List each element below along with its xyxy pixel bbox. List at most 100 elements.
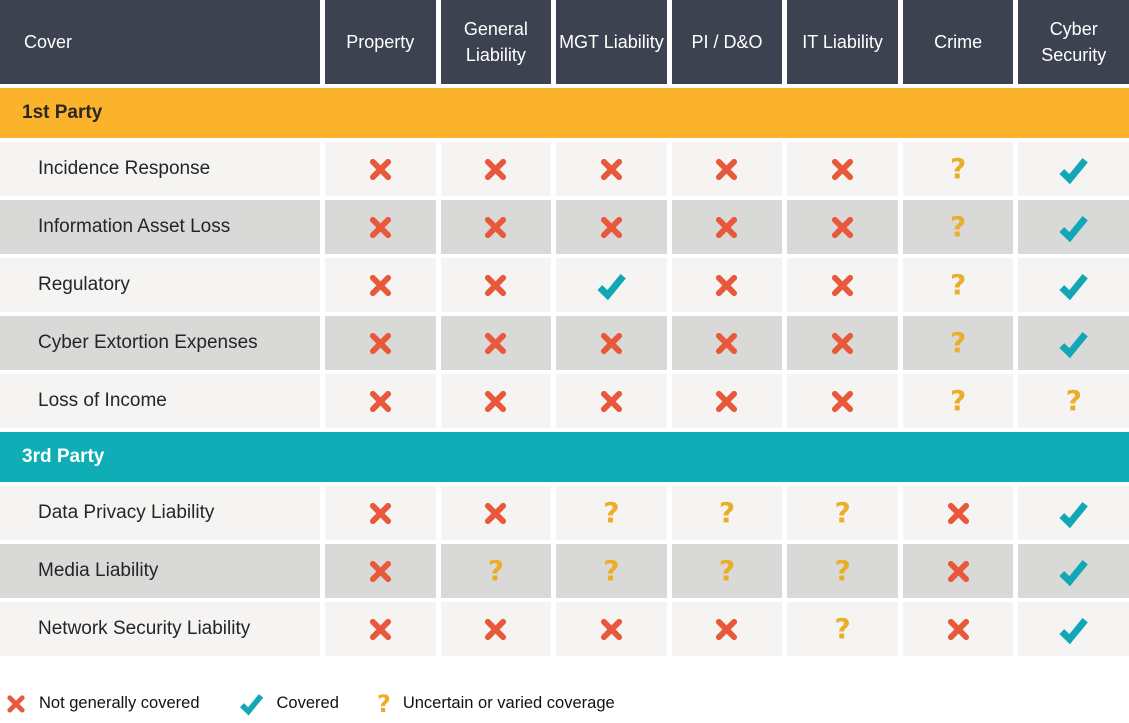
coverage-cell xyxy=(325,142,436,196)
uncertain-icon: ? xyxy=(603,554,620,587)
uncertain-icon: ? xyxy=(487,554,504,587)
row-label: Regulatory xyxy=(0,258,320,312)
covered-icon xyxy=(1057,269,1090,302)
row-label: Network Security Liability xyxy=(0,602,320,656)
uncertain-icon: ? xyxy=(834,496,851,529)
column-header: Cyber Security xyxy=(1018,0,1129,84)
not-covered-icon xyxy=(713,330,740,357)
coverage-cell xyxy=(787,142,898,196)
legend-item: Covered xyxy=(238,690,339,717)
column-header: Crime xyxy=(902,0,1014,84)
coverage-table: Cover Property General Liability MGT Liabil… xyxy=(0,0,1129,656)
legend-label: Uncertain or varied coverage xyxy=(402,694,615,712)
not-covered-icon xyxy=(945,616,972,643)
uncertain-icon: ? xyxy=(834,612,851,645)
column-header: Property xyxy=(325,0,436,84)
not-covered-icon xyxy=(482,616,509,643)
coverage-cell xyxy=(787,316,898,370)
coverage-cell xyxy=(440,200,552,254)
coverage-cell xyxy=(325,258,436,312)
coverage-cell xyxy=(325,316,436,370)
not-covered-icon xyxy=(482,272,509,299)
coverage-cell xyxy=(556,316,667,370)
not-covered-icon xyxy=(367,272,394,299)
not-covered-icon xyxy=(367,500,394,527)
uncertain-icon: ? xyxy=(376,689,391,718)
coverage-cell xyxy=(556,142,667,196)
covered-icon xyxy=(595,269,628,302)
covered-icon xyxy=(1057,327,1090,360)
not-covered-icon xyxy=(482,330,509,357)
not-covered-icon xyxy=(829,272,856,299)
coverage-cell: ? xyxy=(556,486,667,540)
not-covered-icon xyxy=(829,388,856,415)
coverage-cell xyxy=(1018,142,1129,196)
column-header: IT Liability xyxy=(787,0,898,84)
coverage-cell xyxy=(325,374,436,428)
covered-icon xyxy=(1057,211,1090,244)
coverage-cell: ? xyxy=(902,374,1014,428)
not-covered-icon xyxy=(482,214,509,241)
not-covered-icon xyxy=(945,558,972,585)
uncertain-icon: ? xyxy=(718,496,736,529)
not-covered-icon xyxy=(367,330,394,357)
not-covered-icon xyxy=(367,558,394,585)
not-covered-icon xyxy=(713,388,740,415)
uncertain-icon: ? xyxy=(834,554,851,587)
column-header: General Liability xyxy=(440,0,552,84)
coverage-cell xyxy=(1018,316,1129,370)
coverage-cell: ? xyxy=(902,142,1014,196)
coverage-cell xyxy=(787,258,898,312)
coverage-cell: ? xyxy=(671,486,783,540)
not-covered-icon xyxy=(598,156,625,183)
coverage-cell: ? xyxy=(902,316,1014,370)
not-covered-icon xyxy=(482,500,509,527)
not-covered-icon xyxy=(945,500,972,527)
not-covered-icon xyxy=(598,214,625,241)
coverage-cell xyxy=(440,316,552,370)
coverage-cell xyxy=(325,486,436,540)
row-label: Cyber Extortion Expenses xyxy=(0,316,320,370)
coverage-cell xyxy=(1018,200,1129,254)
legend-label: Not generally covered xyxy=(39,694,200,712)
coverage-cell xyxy=(440,486,552,540)
row-label: Information Asset Loss xyxy=(0,200,320,254)
not-covered-icon xyxy=(713,156,740,183)
covered-icon xyxy=(1057,153,1090,186)
not-covered-icon xyxy=(829,330,856,357)
coverage-cell xyxy=(671,316,783,370)
coverage-cell: ? xyxy=(902,258,1014,312)
coverage-cell xyxy=(1018,258,1129,312)
coverage-cell xyxy=(671,602,783,656)
not-covered-icon xyxy=(482,156,509,183)
coverage-cell xyxy=(1018,544,1129,598)
coverage-cell xyxy=(1018,602,1129,656)
uncertain-icon: ? xyxy=(603,496,620,529)
column-header: Cover xyxy=(0,0,320,84)
uncertain-icon: ? xyxy=(950,268,967,301)
not-covered-icon xyxy=(598,330,625,357)
uncertain-icon: ? xyxy=(950,210,967,243)
coverage-cell xyxy=(440,602,552,656)
coverage-cell xyxy=(440,142,552,196)
coverage-cell xyxy=(787,200,898,254)
coverage-cell: ? xyxy=(787,544,898,598)
row-label: Data Privacy Liability xyxy=(0,486,320,540)
legend-label: Covered xyxy=(276,694,339,712)
row-label: Loss of Income xyxy=(0,374,320,428)
row-label: Media Liability xyxy=(0,544,320,598)
not-covered-icon xyxy=(5,693,27,715)
covered-icon xyxy=(1057,497,1090,530)
coverage-cell: ? xyxy=(787,602,898,656)
coverage-cell xyxy=(671,374,783,428)
coverage-cell xyxy=(440,374,552,428)
coverage-cell xyxy=(556,258,667,312)
row-label: Incidence Response xyxy=(0,142,320,196)
coverage-cell xyxy=(325,544,436,598)
coverage-cell: ? xyxy=(787,486,898,540)
uncertain-icon: ? xyxy=(718,554,736,587)
coverage-cell xyxy=(1018,486,1129,540)
coverage-cell xyxy=(787,374,898,428)
coverage-cell xyxy=(556,602,667,656)
covered-icon xyxy=(1057,555,1090,588)
